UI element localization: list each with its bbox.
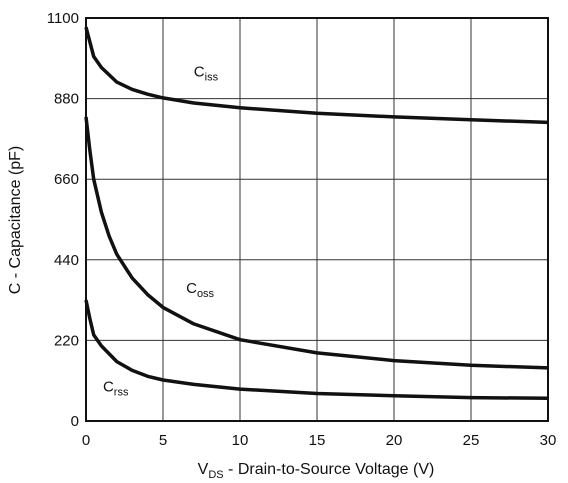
series-line-iss xyxy=(84,26,549,125)
x-tick-label: 15 xyxy=(309,432,326,449)
x-axis-title-main: V xyxy=(198,461,209,478)
x-axis-title-rest: - Drain-to-Source Voltage (V) xyxy=(224,461,435,478)
series-label-rss: Crss xyxy=(103,379,129,399)
series-line-oss xyxy=(84,116,549,370)
series-label-oss: Coss xyxy=(186,280,214,300)
series-label-subscript: oss xyxy=(197,288,215,300)
x-axis-title-subscript: DS xyxy=(208,469,223,481)
x-axis-title: VDS - Drain-to-Source Voltage (V) xyxy=(198,461,435,481)
y-axis-title: C - Capacitance (pF) xyxy=(7,146,24,295)
series-label-main: C xyxy=(186,280,197,297)
y-tick-label: 0 xyxy=(71,413,79,430)
y-tick-label: 440 xyxy=(54,252,79,269)
series-label-main: C xyxy=(103,379,114,396)
series-label-subscript: iss xyxy=(205,72,219,84)
x-tick-label: 0 xyxy=(82,432,90,449)
series-lines xyxy=(84,26,549,401)
x-tick-label: 20 xyxy=(386,432,403,449)
x-tick-label: 5 xyxy=(159,432,167,449)
series-label-subscript: rss xyxy=(114,387,129,399)
y-tick-label: 660 xyxy=(54,171,79,188)
grid xyxy=(85,17,549,422)
y-tick-label: 220 xyxy=(54,332,79,349)
series-label-iss: Ciss xyxy=(194,64,219,84)
axis-ticks: 0 5 10 15 20 25 30 0 220 440 660 880 1100 xyxy=(47,10,557,449)
series-label-main: C xyxy=(194,64,205,81)
x-tick-label: 30 xyxy=(540,432,557,449)
x-tick-label: 25 xyxy=(463,432,480,449)
y-tick-label: 1100 xyxy=(47,10,79,27)
plot-frame xyxy=(85,17,549,422)
y-tick-label: 880 xyxy=(54,91,79,108)
series-line-rss xyxy=(84,299,549,401)
x-tick-label: 10 xyxy=(232,432,249,449)
